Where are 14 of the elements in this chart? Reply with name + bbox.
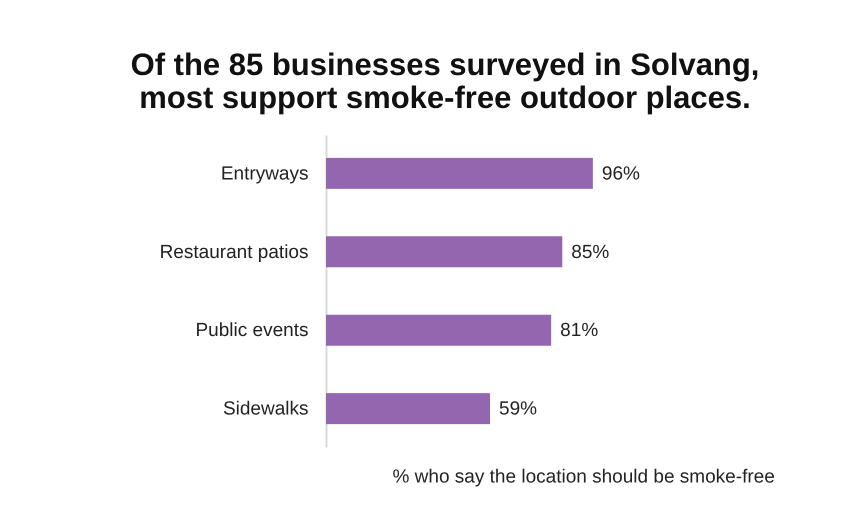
data-label: 85% bbox=[571, 242, 610, 263]
y-tick-label: Public events bbox=[195, 320, 308, 342]
y-tick-label: Restaurant patios bbox=[160, 242, 308, 263]
text: Of the 85 businesses surveyed in Solvang, bbox=[130, 47, 760, 82]
data-label: 96% bbox=[602, 163, 640, 184]
data-label: 81% bbox=[560, 320, 598, 342]
x-axis-title: % who say the location should be smoke-free bbox=[392, 466, 775, 488]
bar bbox=[326, 314, 552, 346]
bar bbox=[326, 158, 593, 189]
bar bbox=[326, 236, 562, 268]
data-label: 59% bbox=[499, 398, 538, 420]
y-tick-label: Entryways bbox=[220, 163, 308, 184]
bar bbox=[326, 393, 490, 424]
y-tick-label: Sidewalks bbox=[222, 398, 308, 420]
